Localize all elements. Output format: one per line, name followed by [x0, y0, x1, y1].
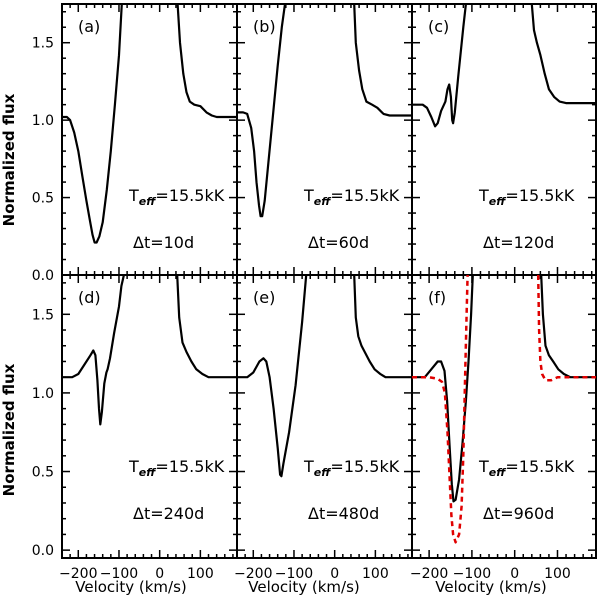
x-tick-label: 100: [544, 566, 571, 582]
teff-annotation-f: Teff=15.5kK: [478, 457, 575, 479]
y-tick-label: 0.0: [32, 543, 54, 559]
series-line-model-b: [237, 4, 412, 218]
panel-c: (c) Teff=15.5kK Δt=120d: [411, 3, 597, 276]
x-tick-label: −100: [453, 566, 491, 582]
y-tick-label: 1.5: [32, 36, 54, 52]
x-tick-label: 0: [330, 566, 339, 582]
panel-label-e: (e): [253, 288, 275, 307]
panel-label-a: (a): [78, 17, 100, 36]
y-axis-label-lower: Normalized flux: [0, 363, 18, 496]
panel-a: 0.0 0.5 1.0 1.5 (a) Teff=15.5kK Δt=10d: [32, 3, 238, 284]
delta-t-annotation-b: Δt=60d: [308, 233, 369, 252]
x-tick-label: −200: [234, 566, 272, 582]
panel-label-f: (f): [428, 288, 446, 307]
y-tick-label: 1.0: [32, 113, 54, 129]
x-tick-label: −100: [275, 566, 313, 582]
x-axis-label-middle: Velocity (km/s): [248, 578, 359, 596]
teff-annotation-e: Teff=15.5kK: [303, 457, 400, 479]
panel-f: −200 −100 0 100 (f) Teff=15.5kK Δt=960d: [410, 274, 597, 582]
panel-label-c: (c): [428, 17, 449, 36]
y-axis-label: Normalized flux: [0, 93, 18, 226]
y-tick-label: 0.5: [32, 191, 54, 207]
delta-t-annotation-a: Δt=10d: [133, 233, 194, 252]
teff-annotation-b: Teff=15.5kK: [303, 186, 400, 208]
delta-t-annotation-d: Δt=240d: [133, 504, 204, 523]
y-tick-label: 1.0: [32, 386, 54, 402]
teff-annotation-c: Teff=15.5kK: [478, 186, 575, 208]
y-tick-label: 0.0: [32, 268, 54, 284]
x-tick-label: −200: [410, 566, 448, 582]
x-axis-label: Velocity (km/s): [75, 578, 186, 596]
series-line-model-e: [237, 275, 412, 478]
panel-d: 0.0 0.5 1.0 1.5 −200 −100 0 100 (d) Teff=15.5kK Δt…: [32, 274, 238, 582]
panel-frame-f: [411, 274, 597, 559]
teff-annotation-a: Teff=15.5kK: [128, 186, 225, 208]
series-line-model-a: [62, 4, 237, 244]
y-tick-label: 0.5: [32, 465, 54, 481]
x-axis-label-right: Velocity (km/s): [435, 578, 546, 596]
panel-b: (b) Teff=15.5kK Δt=60d: [236, 3, 413, 276]
x-tick-label: 100: [362, 566, 389, 582]
series-line-model-d: [62, 275, 237, 426]
series-line-reference-f: [412, 275, 596, 544]
x-tick-label: 0: [510, 566, 519, 582]
x-tick-label: −100: [100, 566, 138, 582]
panel-e: −200 −100 0 100 (e) Teff=15.5kK Δt=480d: [234, 274, 413, 582]
y-tick-label: 1.5: [32, 307, 54, 323]
delta-t-annotation-f: Δt=960d: [483, 504, 554, 523]
x-tick-label: 100: [187, 566, 214, 582]
series-line-model-c: [412, 4, 596, 128]
teff-annotation-d: Teff=15.5kK: [128, 457, 225, 479]
x-tick-label: −200: [59, 566, 97, 582]
panel-label-d: (d): [78, 288, 101, 307]
panel-label-b: (b): [253, 17, 276, 36]
x-tick-label: 0: [155, 566, 164, 582]
delta-t-annotation-c: Δt=120d: [483, 233, 554, 252]
delta-t-annotation-e: Δt=480d: [308, 504, 379, 523]
